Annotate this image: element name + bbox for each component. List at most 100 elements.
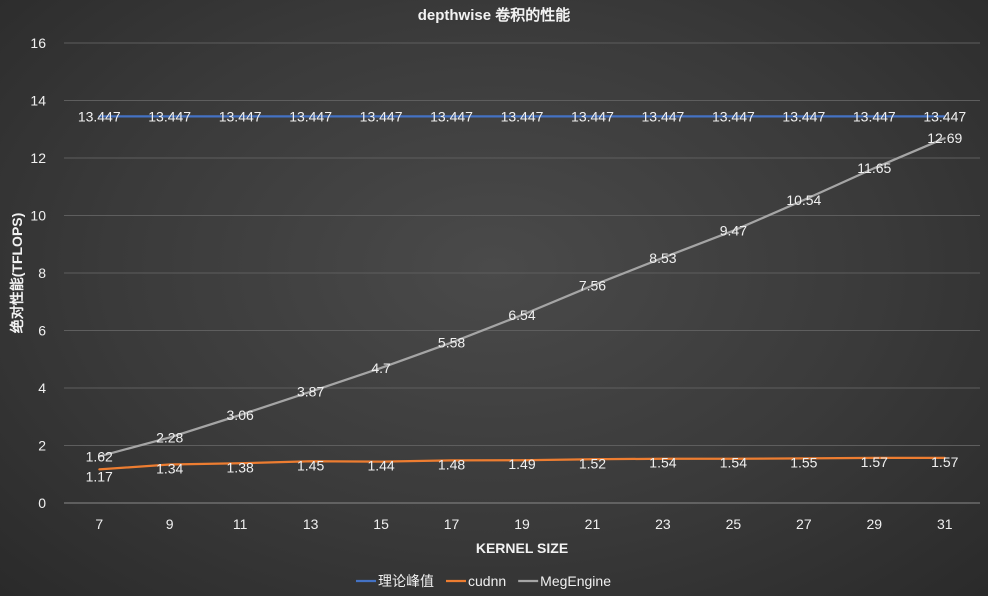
x-axis-title: KERNEL SIZE	[476, 540, 568, 556]
data-label: 1.54	[720, 455, 747, 471]
data-point	[168, 436, 171, 439]
data-label: 1.44	[367, 458, 394, 474]
data-label: 1.57	[931, 454, 958, 470]
data-label: 13.447	[923, 108, 966, 124]
data-point	[309, 390, 312, 393]
data-label: 4.7	[371, 360, 391, 376]
data-label: 1.52	[579, 455, 606, 471]
x-tick-label: 19	[514, 516, 530, 532]
data-label: 1.17	[86, 468, 113, 484]
legend: 理论峰值 cudnn MegEngine	[356, 573, 611, 589]
data-point	[873, 115, 876, 118]
data-point	[309, 115, 312, 118]
data-point	[661, 256, 664, 259]
data-label: 1.57	[861, 454, 888, 470]
data-label: 8.53	[649, 250, 676, 266]
data-labels: 13.447 13.447 13.447 13.447 13.447 13.447 13.4…	[78, 108, 967, 484]
y-tick-label: 8	[38, 265, 46, 281]
y-axis-title: 绝对性能(TFLOPS)	[9, 213, 25, 334]
legend-label: 理论峰值	[378, 573, 434, 589]
data-point	[98, 115, 101, 118]
data-label: 10.54	[786, 192, 821, 208]
legend-label: MegEngine	[540, 573, 611, 589]
data-label: 13.447	[782, 108, 825, 124]
data-point	[521, 459, 523, 462]
data-point	[168, 463, 171, 466]
x-tick-label: 31	[937, 516, 953, 532]
data-point	[450, 341, 453, 344]
data-point	[943, 456, 946, 459]
data-label: 3.06	[227, 407, 254, 423]
x-tick-label: 13	[303, 516, 319, 532]
data-label: 6.54	[508, 307, 535, 323]
data-label: 1.54	[649, 455, 676, 471]
y-tick-label: 10	[30, 208, 46, 224]
data-point	[661, 115, 664, 118]
data-point	[380, 366, 383, 369]
data-label: 1.34	[156, 460, 183, 476]
legend-label: cudnn	[468, 573, 506, 589]
data-label: 2.28	[156, 429, 183, 445]
x-tick-label: 21	[585, 516, 601, 532]
data-point	[943, 137, 946, 140]
data-label: 7.56	[579, 278, 606, 294]
x-tick-label: 7	[95, 516, 103, 532]
data-label: 12.69	[927, 130, 962, 146]
x-tick-label: 29	[867, 516, 883, 532]
data-label: 13.447	[712, 108, 755, 124]
data-label: 3.87	[297, 384, 324, 400]
data-point	[591, 115, 594, 118]
data-point	[521, 115, 523, 118]
data-point	[450, 459, 453, 462]
y-tick-label: 2	[38, 438, 46, 454]
data-label: 5.58	[438, 335, 465, 351]
data-label: 13.447	[289, 108, 332, 124]
data-label: 1.45	[297, 457, 324, 473]
y-tick-label: 16	[30, 35, 46, 51]
data-point	[802, 198, 805, 201]
data-point	[239, 414, 242, 417]
y-tick-label: 12	[30, 150, 46, 166]
data-point	[309, 460, 312, 463]
data-point	[591, 458, 594, 461]
y-axis-ticks: 0 2 4 6 8 10 12 14 16	[30, 35, 46, 511]
data-label: 13.447	[642, 108, 685, 124]
data-label: 13.447	[501, 108, 544, 124]
data-point	[873, 456, 876, 459]
x-tick-label: 23	[655, 516, 671, 532]
data-label: 1.48	[438, 456, 465, 472]
data-label: 13.447	[430, 108, 473, 124]
data-point	[239, 462, 242, 465]
y-tick-label: 6	[38, 323, 46, 339]
data-point	[168, 115, 171, 118]
x-tick-label: 27	[796, 516, 812, 532]
data-label: 1.38	[227, 459, 254, 475]
data-point	[661, 457, 664, 460]
data-point	[943, 115, 946, 118]
data-label: 1.62	[86, 448, 113, 464]
data-label: 13.447	[78, 108, 121, 124]
data-point	[521, 313, 523, 316]
y-tick-label: 14	[30, 93, 46, 109]
data-point	[380, 460, 383, 463]
gridlines	[64, 42, 980, 504]
data-label: 9.47	[720, 223, 747, 239]
data-label: 13.447	[148, 108, 191, 124]
data-label: 1.55	[790, 454, 817, 470]
x-tick-label: 11	[233, 516, 248, 532]
data-label: 13.447	[219, 108, 262, 124]
x-tick-label: 15	[373, 516, 389, 532]
data-label: 13.447	[571, 108, 614, 124]
data-label: 11.65	[857, 160, 891, 176]
data-point	[239, 115, 242, 118]
data-label: 13.447	[360, 108, 403, 124]
data-point	[732, 457, 735, 460]
y-tick-label: 4	[38, 380, 46, 396]
data-point	[873, 167, 876, 170]
x-tick-label: 9	[166, 516, 174, 532]
y-tick-label: 0	[38, 495, 46, 511]
data-point	[380, 115, 383, 118]
x-axis-ticks: 7 9 11 13 15 17 19 21 23 25 27 29 31	[95, 516, 952, 532]
series-lines	[98, 115, 946, 471]
